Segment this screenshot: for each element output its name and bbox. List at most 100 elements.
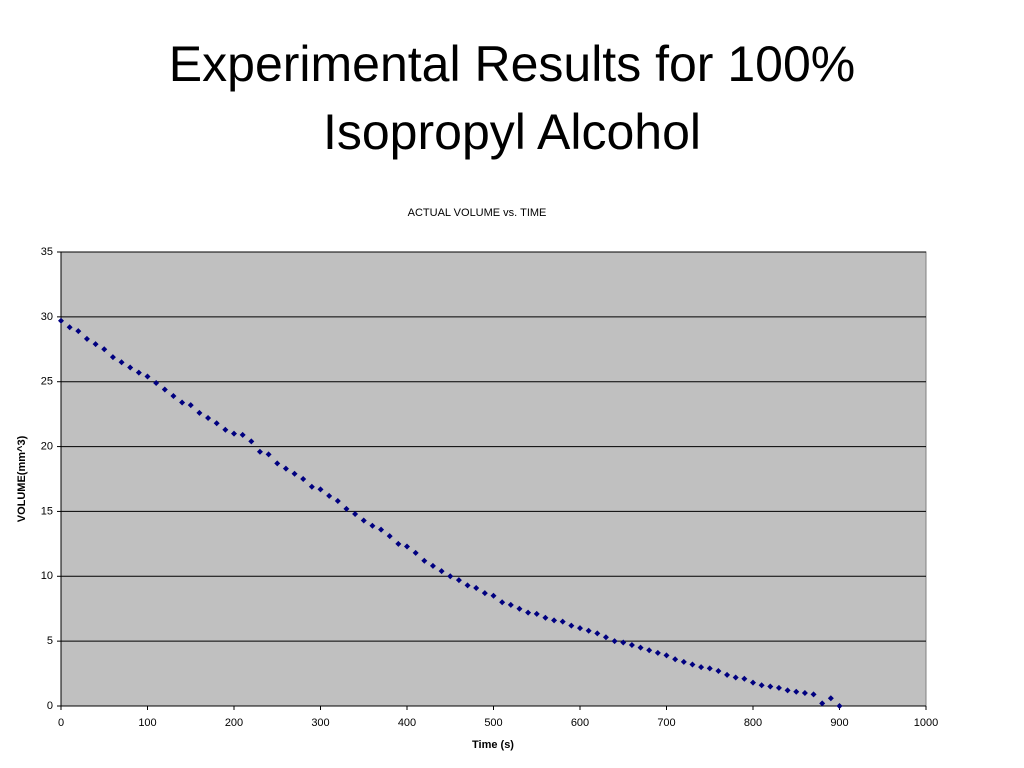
data-point bbox=[637, 644, 644, 651]
y-axis-label: VOLUME(mm^3) bbox=[16, 435, 28, 522]
data-point bbox=[326, 492, 333, 499]
data-point bbox=[507, 601, 514, 608]
x-tick-label: 800 bbox=[744, 717, 762, 729]
data-point bbox=[611, 638, 618, 645]
data-point bbox=[525, 609, 532, 616]
chart-title: ACTUAL VOLUME vs. TIME bbox=[408, 207, 547, 219]
x-tick-label: 300 bbox=[311, 717, 329, 729]
y-tick-label: 10 bbox=[41, 570, 53, 582]
data-point bbox=[568, 622, 575, 629]
data-point bbox=[386, 533, 393, 540]
data-point bbox=[438, 568, 445, 575]
data-point bbox=[291, 470, 298, 477]
y-tick-label: 5 bbox=[47, 635, 53, 647]
data-point bbox=[83, 335, 90, 342]
data-point bbox=[801, 690, 808, 697]
data-point bbox=[481, 590, 488, 597]
data-point bbox=[248, 438, 255, 445]
data-point bbox=[715, 667, 722, 674]
data-point bbox=[144, 373, 151, 380]
data-point bbox=[153, 380, 160, 387]
data-point bbox=[533, 610, 540, 617]
data-point bbox=[698, 664, 705, 671]
data-point bbox=[784, 687, 791, 694]
data-point bbox=[542, 614, 549, 621]
x-tick-label: 200 bbox=[225, 717, 243, 729]
data-point bbox=[577, 625, 583, 632]
x-tick-label: 400 bbox=[398, 717, 416, 729]
y-tick-label: 0 bbox=[47, 700, 53, 712]
data-point bbox=[222, 426, 229, 433]
data-point bbox=[620, 639, 627, 646]
x-axis-label: Time (s) bbox=[472, 739, 514, 751]
data-point bbox=[594, 630, 601, 637]
y-tick-label: 20 bbox=[41, 440, 53, 452]
data-point bbox=[447, 573, 454, 580]
data-point bbox=[282, 465, 289, 472]
data-point bbox=[161, 386, 168, 393]
data-point bbox=[317, 486, 324, 493]
data-point bbox=[265, 451, 272, 458]
data-point bbox=[179, 399, 186, 406]
data-point bbox=[602, 634, 609, 641]
data-point bbox=[239, 431, 246, 438]
data-point bbox=[58, 317, 64, 324]
data-point bbox=[810, 691, 817, 698]
data-point bbox=[118, 359, 125, 366]
data-point bbox=[551, 617, 558, 624]
data-point bbox=[646, 647, 653, 654]
data-point bbox=[412, 549, 419, 556]
data-point bbox=[395, 540, 402, 547]
data-point bbox=[654, 649, 661, 656]
y-tick-label: 25 bbox=[41, 376, 53, 388]
data-point bbox=[256, 448, 263, 455]
data-point bbox=[473, 584, 480, 591]
data-point bbox=[369, 522, 376, 529]
x-tick-label: 700 bbox=[657, 717, 675, 729]
data-point bbox=[767, 683, 774, 690]
data-point bbox=[343, 505, 350, 512]
x-tick-label: 500 bbox=[484, 717, 502, 729]
data-point bbox=[308, 483, 315, 490]
data-point bbox=[724, 671, 731, 678]
data-point bbox=[680, 658, 687, 665]
x-tick-label: 0 bbox=[58, 717, 64, 729]
data-point bbox=[628, 642, 635, 649]
data-point bbox=[334, 498, 341, 505]
data-point bbox=[421, 557, 428, 564]
data-point bbox=[360, 517, 367, 524]
data-point bbox=[300, 476, 307, 482]
data-point bbox=[66, 324, 73, 331]
data-point bbox=[196, 409, 203, 416]
data-point bbox=[101, 346, 108, 353]
data-point bbox=[75, 328, 82, 335]
y-tick-label: 35 bbox=[41, 246, 53, 258]
data-point bbox=[499, 599, 506, 606]
data-point bbox=[109, 354, 116, 361]
data-point bbox=[404, 543, 410, 550]
data-point bbox=[187, 402, 194, 409]
y-tick-label: 15 bbox=[41, 505, 53, 517]
data-point bbox=[516, 605, 523, 612]
data-point bbox=[750, 679, 756, 686]
data-point bbox=[663, 652, 670, 659]
data-point bbox=[352, 511, 359, 518]
x-tick-label: 1000 bbox=[914, 717, 938, 729]
data-point bbox=[231, 430, 237, 437]
y-tick-label: 30 bbox=[41, 311, 53, 323]
data-point bbox=[455, 577, 462, 584]
data-point bbox=[819, 700, 826, 707]
data-point bbox=[836, 703, 843, 709]
data-point bbox=[92, 341, 99, 348]
data-point bbox=[585, 627, 592, 634]
data-point bbox=[170, 392, 177, 399]
data-point bbox=[127, 364, 134, 371]
data-point bbox=[274, 460, 281, 467]
data-point bbox=[732, 674, 739, 681]
data-point bbox=[672, 656, 679, 663]
data-point bbox=[429, 562, 436, 569]
data-point bbox=[689, 661, 696, 668]
data-point bbox=[827, 695, 834, 702]
slide-title: Experimental Results for 100% Isopropyl … bbox=[168, 36, 856, 160]
